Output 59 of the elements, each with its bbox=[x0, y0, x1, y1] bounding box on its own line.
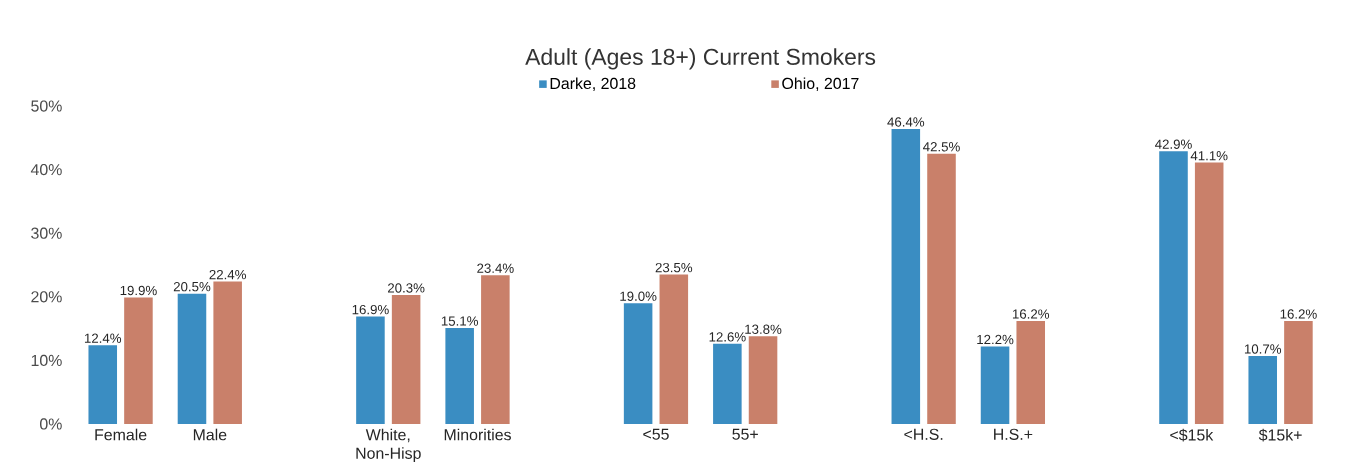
bar bbox=[891, 128, 921, 424]
bar bbox=[659, 274, 689, 424]
data-label: 19.9% bbox=[120, 285, 157, 295]
data-label: 19.0% bbox=[620, 291, 657, 301]
data-label: 20.5% bbox=[173, 281, 211, 292]
data-label: 20.3% bbox=[387, 283, 425, 293]
bar bbox=[1016, 320, 1046, 424]
bar bbox=[1284, 320, 1313, 424]
bar bbox=[1194, 162, 1224, 424]
x-tick-label: 55+ bbox=[732, 428, 758, 440]
x-tick-label: <$15k bbox=[1170, 428, 1214, 442]
data-label: 15.1% bbox=[441, 316, 478, 326]
data-label: 16.9% bbox=[352, 304, 389, 315]
bar bbox=[124, 297, 153, 424]
x-tick-label: Minorities bbox=[444, 428, 511, 441]
x-tick-label: <H.S. bbox=[904, 428, 943, 440]
legend-label: Darke, 2018 bbox=[550, 77, 636, 91]
x-tick-label: Female bbox=[95, 428, 147, 441]
y-tick-label: 20% bbox=[31, 290, 62, 303]
bar bbox=[356, 316, 385, 424]
data-label: 41.1% bbox=[1190, 150, 1228, 161]
bar bbox=[1159, 150, 1188, 424]
bar bbox=[445, 327, 474, 424]
data-label: 10.7% bbox=[1244, 344, 1282, 354]
data-label: 22.4% bbox=[209, 269, 247, 280]
data-label: 16.2% bbox=[1280, 309, 1317, 319]
data-label: 23.5% bbox=[655, 262, 693, 273]
y-tick-label: 10% bbox=[31, 354, 62, 366]
bar bbox=[748, 336, 778, 424]
bar bbox=[481, 275, 510, 424]
data-label: 42.5% bbox=[923, 141, 960, 152]
x-tick-label: White, Non-Hisp bbox=[356, 428, 421, 462]
data-label: 23.4% bbox=[477, 263, 514, 273]
data-label: 13.8% bbox=[745, 324, 782, 334]
data-label: 42.9% bbox=[1155, 139, 1192, 149]
x-tick-label: H.S.+ bbox=[994, 428, 1033, 440]
bar bbox=[927, 153, 956, 424]
y-tick-label: 0% bbox=[40, 418, 62, 430]
data-label: 16.2% bbox=[1012, 309, 1050, 319]
x-tick-label: Male bbox=[193, 428, 227, 441]
bar bbox=[177, 293, 207, 424]
bar bbox=[213, 281, 242, 424]
data-label: 12.4% bbox=[84, 333, 122, 343]
y-tick-label: 30% bbox=[31, 227, 62, 239]
bar bbox=[713, 343, 742, 424]
legend-label: Ohio, 2017 bbox=[782, 77, 859, 91]
chart-title: Adult (Ages 18+) Current Smokers bbox=[525, 47, 876, 70]
y-tick-label: 50% bbox=[31, 100, 62, 112]
y-tick-label: 40% bbox=[30, 163, 62, 176]
bar bbox=[623, 302, 653, 424]
data-label: 12.6% bbox=[709, 332, 746, 342]
bar bbox=[88, 344, 118, 424]
x-tick-label: <55 bbox=[643, 428, 669, 440]
bar bbox=[1248, 355, 1278, 424]
data-label: 12.2% bbox=[977, 334, 1014, 344]
data-label: 46.4% bbox=[887, 117, 925, 127]
bar bbox=[980, 346, 1010, 424]
bar bbox=[391, 294, 421, 424]
x-tick-label: $15k+ bbox=[1258, 428, 1302, 442]
